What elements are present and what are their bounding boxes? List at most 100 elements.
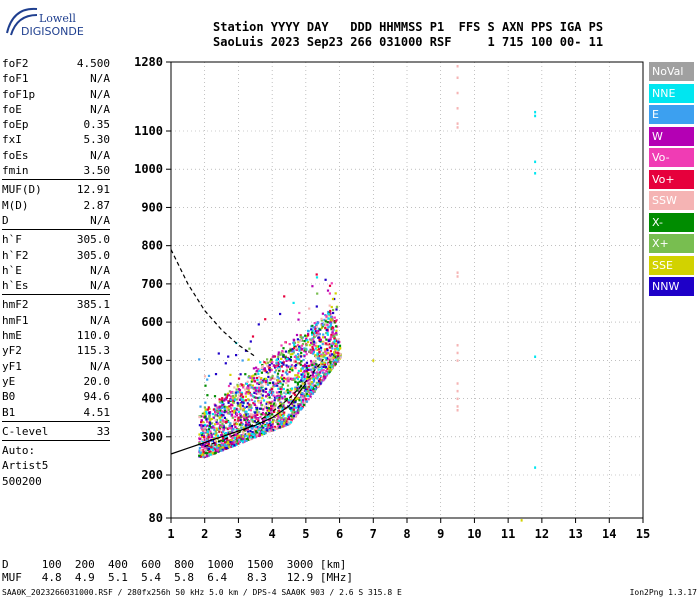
echo-point <box>266 429 269 432</box>
echo-point <box>249 438 252 441</box>
footer-info: SAA0K_2023266031000.RSF / 280fx256h 50 k… <box>2 588 402 597</box>
echo-point <box>307 372 310 375</box>
echo-point <box>286 379 289 382</box>
echo-point <box>331 342 334 345</box>
echo-point <box>314 347 317 350</box>
param-row-b0: B0 94.6 <box>2 389 110 404</box>
echo-point <box>240 393 243 396</box>
legend-item-nnw: NNW <box>649 277 694 296</box>
echo-point <box>263 405 267 408</box>
echo-point <box>308 344 311 347</box>
echo-point <box>333 297 336 301</box>
echo-point <box>270 411 273 415</box>
echo-point <box>290 409 293 412</box>
echo-point <box>333 356 336 359</box>
echo-point <box>210 435 213 439</box>
param-key: B0 <box>2 390 16 404</box>
echo-point <box>297 358 300 361</box>
echo-point <box>253 430 256 433</box>
echo-point <box>316 322 320 325</box>
echo-point <box>272 364 275 367</box>
echo-point <box>250 398 253 402</box>
echo-point <box>250 386 253 389</box>
echo-point <box>300 406 304 410</box>
echo-point <box>318 364 321 367</box>
echo-point <box>220 445 223 448</box>
echo-point <box>279 312 282 316</box>
echo-point <box>236 432 239 435</box>
echo-point <box>310 350 313 353</box>
echo-point <box>301 375 304 378</box>
echo-point <box>207 435 210 438</box>
echo-point <box>301 395 305 398</box>
echo-point <box>279 364 282 367</box>
echo-point <box>265 379 268 382</box>
echo-point <box>306 388 309 391</box>
echo-point <box>317 332 320 335</box>
echo-point <box>337 341 340 344</box>
echo-point <box>267 415 270 418</box>
echo-point <box>339 352 342 355</box>
echo-point <box>249 394 252 397</box>
echo-point <box>206 420 209 423</box>
echo-point <box>281 361 284 364</box>
echo-point <box>219 419 222 422</box>
echo-point <box>230 398 233 402</box>
echo-point <box>232 396 235 399</box>
echo-point <box>255 404 258 408</box>
echo-point <box>238 436 241 439</box>
echo-point <box>206 378 209 381</box>
echo-point <box>308 377 311 380</box>
echo-point <box>291 411 294 414</box>
echo-point <box>229 440 232 444</box>
echo-point <box>296 378 299 381</box>
echo-point <box>236 408 239 411</box>
echo-point <box>289 356 293 359</box>
echo-point <box>250 434 253 437</box>
echo-point <box>250 375 254 378</box>
echo-point <box>206 433 209 436</box>
echo-point <box>255 435 258 438</box>
echo-point <box>297 403 300 406</box>
echo-point <box>203 375 207 378</box>
param-value: 4.51 <box>83 405 111 419</box>
echo-point <box>278 423 282 426</box>
echo-point <box>253 403 256 406</box>
echo-point <box>302 358 305 362</box>
echo-point <box>339 347 342 350</box>
echo-point <box>216 410 219 413</box>
param-key: D <box>2 213 9 227</box>
echo-point <box>240 438 243 441</box>
echo-point <box>207 428 211 431</box>
echo-point <box>282 347 285 350</box>
echo-point <box>337 356 340 360</box>
echo-point <box>233 433 236 436</box>
echo-point <box>258 434 261 437</box>
echo-point <box>272 418 275 421</box>
echo-point <box>202 413 205 416</box>
echo-point <box>247 438 250 441</box>
echo-point <box>262 369 265 372</box>
echo-point <box>226 406 229 409</box>
echo-point <box>277 355 280 358</box>
echo-point <box>330 363 333 366</box>
echo-point <box>317 335 320 338</box>
echo-point <box>251 384 254 387</box>
echo-point <box>258 412 261 415</box>
echo-point <box>275 365 278 368</box>
isolated-echo-point <box>456 382 459 385</box>
echo-point <box>262 426 265 430</box>
echo-point <box>287 351 290 354</box>
echo-point <box>235 420 238 423</box>
echo-point <box>213 428 216 432</box>
echo-point <box>267 424 270 427</box>
echo-point <box>209 453 212 456</box>
echo-point <box>207 448 210 451</box>
echo-point <box>198 446 201 450</box>
echo-point <box>312 343 316 346</box>
echo-point <box>322 365 325 369</box>
echo-point <box>283 422 286 425</box>
logo-line1: Lowell <box>39 12 76 25</box>
echo-point <box>310 341 313 344</box>
echo-point <box>314 354 317 357</box>
